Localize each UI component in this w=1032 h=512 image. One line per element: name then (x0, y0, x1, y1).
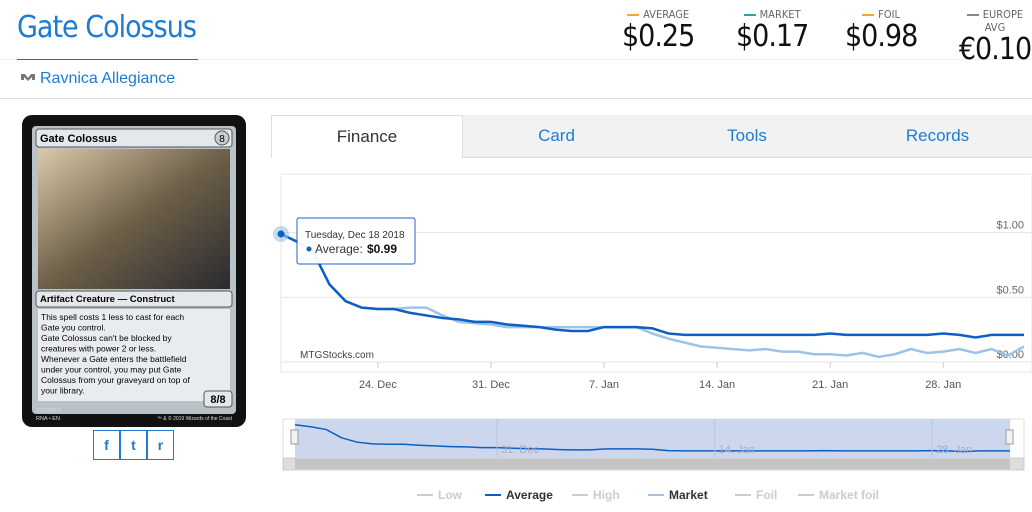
hover-point (277, 230, 285, 238)
set-icon (21, 74, 35, 81)
price-swatch (966, 14, 979, 16)
watermark: MTGStocks.com (300, 350, 374, 361)
price-label: AVERAGE (622, 8, 694, 21)
twitter-button[interactable]: t (120, 430, 147, 460)
facebook-button[interactable]: f (93, 430, 120, 460)
tab[interactable]: Tools (727, 126, 767, 145)
price-swatch (627, 14, 640, 16)
legend-item[interactable]: Foil (756, 488, 777, 502)
header: Gate Colossus Ravnica Allegiance AVERAGE… (0, 0, 1032, 99)
tab[interactable]: Finance (271, 115, 463, 158)
tooltip-series: Average: (315, 242, 363, 256)
power-toughness: 8/8 (210, 394, 225, 406)
price-label: FOIL (845, 8, 917, 21)
copyright: ™ & © 2019 Wizards of the Coast (157, 415, 233, 422)
price-label-text: AVERAGE (643, 8, 690, 21)
type-line: Artifact Creature — Construct (40, 294, 175, 305)
tab-bar: Finance Card Tools Records (271, 115, 1032, 158)
card-cost: 8 (219, 134, 225, 145)
scrollbar-thumb[interactable] (295, 459, 1010, 469)
price-box: MARKET $0.17 (736, 8, 809, 54)
y-tick-label: $1.00 (996, 220, 1024, 232)
set-link[interactable]: Ravnica Allegiance (40, 70, 176, 87)
navigator-tick-label: 14. Jan (719, 444, 755, 456)
plot-area (280, 173, 1032, 373)
price-value: $0.25 (622, 19, 695, 54)
price-swatch (862, 14, 875, 16)
price-label-text: MARKET (759, 8, 801, 21)
tab[interactable]: Card (538, 126, 575, 145)
price-value: $0.17 (736, 19, 809, 54)
collector-number: 232/259 U (36, 408, 61, 414)
x-tick-label: 28. Jan (925, 379, 961, 391)
legend-item[interactable]: Low (438, 488, 463, 502)
card-title: Gate Colossus (17, 10, 197, 45)
x-tick-label: 31. Dec (472, 379, 510, 391)
x-tick-label: 14. Jan (699, 379, 735, 391)
legend-item[interactable]: Average (506, 488, 553, 502)
navigator-handle[interactable] (1005, 429, 1014, 445)
price-swatch (743, 14, 756, 16)
series-line (280, 232, 1025, 359)
price-value: €0.10 (958, 32, 1032, 67)
navigator-handle[interactable] (290, 429, 299, 445)
price-value: $0.98 (845, 19, 918, 54)
price-box: AVERAGE $0.25 (622, 8, 695, 54)
price-label-text: FOIL (878, 8, 901, 21)
tooltip (296, 217, 416, 265)
rules-line: This spell costs 1 less to cast for each (41, 312, 184, 322)
card-name: Gate Colossus (40, 133, 117, 145)
tooltip-value: $0.99 (367, 242, 397, 256)
rules-line: Whenever a Gate enters the battlefield (41, 354, 187, 364)
x-tick-label: 21. Jan (812, 379, 848, 391)
tooltip-dot (306, 246, 312, 252)
navigator-tick-label: 31. Dec (501, 444, 539, 456)
price-box: EUROPE AVG €0.10 (958, 8, 1032, 67)
rules-line: Gate Colossus can't be blocked by (41, 333, 172, 343)
rules-line: Colossus from your graveyard on top of (41, 375, 190, 385)
legend-item[interactable]: Market (669, 488, 708, 502)
rules-line: creatures with power 2 or less. (41, 344, 156, 354)
navigator-tick-label: 28. Jan (936, 444, 972, 456)
legend-item[interactable]: High (593, 488, 620, 502)
y-tick-label: $0.50 (996, 284, 1024, 296)
legend-item[interactable]: Market foil (819, 488, 879, 502)
title-underline (17, 59, 198, 60)
price-box: FOIL $0.98 (845, 8, 918, 54)
price-label: MARKET (736, 8, 808, 21)
rules-line: Gate you control. (41, 323, 106, 333)
rules-line: under your control, you may put Gate (41, 365, 182, 375)
series-line (280, 232, 1024, 339)
price-label: EUROPE AVG (958, 8, 1032, 34)
rules-line: your library. (41, 386, 85, 396)
navigator-line (294, 423, 1010, 453)
x-tick-label: 7. Jan (589, 379, 619, 391)
card-lang: RNA • EN (36, 416, 60, 422)
x-tick-label: 24. Dec (359, 379, 397, 391)
tooltip-date: Tuesday, Dec 18 2018 (305, 230, 405, 241)
divider (0, 59, 1032, 60)
card-image: Gate Colossus 8 Artifact Creature — Cons… (22, 115, 246, 427)
tab[interactable]: Records (905, 126, 970, 145)
navigator-selection (295, 419, 1010, 458)
reddit-button[interactable]: r (147, 430, 174, 460)
price-label-text: EUROPE AVG (982, 8, 1024, 34)
